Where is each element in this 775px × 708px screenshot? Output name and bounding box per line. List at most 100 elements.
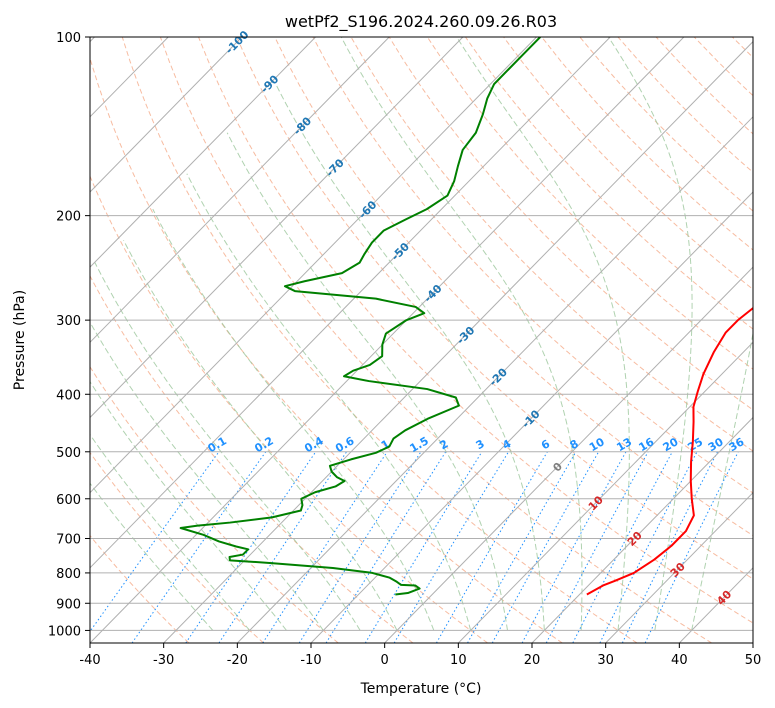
dry-adiabat-line: [465, 37, 753, 330]
dry-adiabat-line: [693, 37, 753, 97]
moist-adiabat-line: [90, 380, 287, 631]
y-axis: 100 200 300 400 500 600 700 800 900 1000: [48, 31, 90, 639]
moist-adiabat-line: [608, 37, 693, 631]
mixing-ratio-line: [621, 451, 718, 643]
background-lines: [90, 37, 775, 643]
isotherm-line: [310, 191, 753, 643]
moist-adiabat-line: [152, 208, 435, 631]
dry-adiabat-line: [426, 37, 753, 370]
moist-adiabat-line: [90, 482, 214, 631]
y-tick-label: 1000: [48, 624, 81, 639]
mixing-ratio-line: [521, 451, 627, 643]
mixing-ratio-line: [491, 451, 600, 643]
mixing-ratio-line: [393, 451, 509, 643]
dry-adiabat-line: [350, 37, 753, 452]
x-tick-label: -30: [153, 653, 174, 668]
y-tick-label: 800: [56, 567, 81, 582]
isotherm-line: [163, 40, 753, 643]
mixing-ratio-line: [364, 451, 483, 643]
mixing-ratio-label: 4: [500, 437, 513, 452]
isotherm-label: -100: [223, 28, 252, 57]
dry-adiabat-line: [312, 37, 753, 494]
moist-adiabat-line: [90, 433, 251, 631]
y-tick-label: 900: [56, 597, 81, 612]
chart-title: wetPf2_S196.2024.260.09.26.R03: [285, 12, 557, 32]
isotherm-line: [384, 266, 753, 643]
isotherm-line: [90, 37, 243, 193]
dry-adiabat-line: [159, 37, 713, 643]
mixing-ratio-line: [262, 451, 388, 643]
dry-adiabat-line: [90, 365, 339, 643]
x-axis-label: Temperature (°C): [360, 681, 482, 697]
dry-adiabat-line: [503, 37, 753, 290]
isotherm-line: [90, 37, 464, 419]
x-tick-label: 40: [671, 653, 688, 668]
moist-adiabat-line: [94, 262, 361, 631]
profiles: [179, 37, 753, 596]
x-tick-label: -10: [300, 653, 321, 668]
isotherm-line: [457, 341, 753, 643]
isotherm-line: [90, 37, 611, 569]
moist-adiabat-line: [691, 330, 753, 631]
mixing-ratio-line: [218, 451, 347, 643]
plot-frame: [89, 36, 754, 644]
mixing-ratio-line: [435, 451, 548, 643]
x-tick-label: 20: [524, 653, 541, 668]
mixing-ratio-line: [572, 451, 673, 643]
moist-adiabat-line: [340, 37, 583, 631]
dry-adiabat-line: [121, 37, 638, 643]
mixing-ratio-line: [599, 451, 698, 643]
moist-adiabat-line: [90, 321, 324, 631]
dry-adiabat-line: [617, 37, 753, 173]
isotherm-line: [90, 37, 685, 643]
dry-adiabat-line: [90, 274, 414, 643]
mixing-ratio-line: [90, 451, 220, 633]
x-tick-label: 30: [597, 653, 614, 668]
dry-adiabat-line: [770, 37, 775, 643]
mixing-ratio-line: [644, 451, 739, 643]
isotherm-line: [90, 37, 390, 344]
isotherm-line: [605, 491, 753, 643]
y-tick-label: 700: [56, 533, 81, 548]
y-tick-label: 500: [56, 446, 81, 461]
isotherm-line: [678, 567, 753, 643]
mixing-ratio-label: 2: [437, 437, 450, 452]
mixing-ratio-label: 3: [474, 437, 487, 452]
isotherm-line: [90, 37, 316, 268]
temperature-profile-line: [586, 306, 753, 596]
isotherm-line: [90, 37, 537, 494]
x-tick-label: 0: [381, 653, 389, 668]
dry-adiabat-line: [90, 534, 190, 643]
y-tick-label: 400: [56, 388, 81, 403]
y-tick-label: 200: [56, 210, 81, 225]
isotherm-line: [752, 642, 753, 643]
dry-adiabat-line: [90, 56, 563, 643]
dry-adiabat-line: [90, 175, 488, 643]
x-tick-label: -20: [227, 653, 248, 668]
dry-adiabat-line: [274, 37, 753, 537]
moist-adiabat-line: [123, 239, 398, 631]
y-tick-label: 600: [56, 493, 81, 508]
mixing-ratio-label: 6: [539, 437, 552, 452]
x-tick-label: 50: [745, 653, 762, 668]
y-axis-label: Pressure (hPa): [12, 290, 28, 390]
mixing-ratio-line: [185, 451, 317, 643]
moist-adiabat-line: [186, 173, 472, 631]
y-tick-label: 100: [56, 31, 81, 46]
x-axis: -40 -30 -20 -10 0 10 20 30 40 50: [79, 643, 761, 668]
x-tick-label: -40: [79, 653, 100, 668]
y-tick-label: 300: [56, 314, 81, 329]
dry-adiabat-line: [388, 37, 753, 411]
dewpoint-profile-line: [179, 37, 541, 596]
grid-lines: [90, 37, 753, 643]
dry-adiabat-line: [731, 37, 753, 59]
moist-adiabat-line: [226, 132, 508, 631]
x-tick-label: 10: [450, 653, 467, 668]
isotherm-line: [531, 416, 753, 643]
isotherm-line: [236, 116, 753, 643]
dry-adiabat-line: [198, 37, 753, 624]
moist-adiabat-line: [456, 37, 630, 631]
dry-adiabat-line: [655, 37, 753, 135]
dry-adiabat-line: [236, 37, 753, 580]
